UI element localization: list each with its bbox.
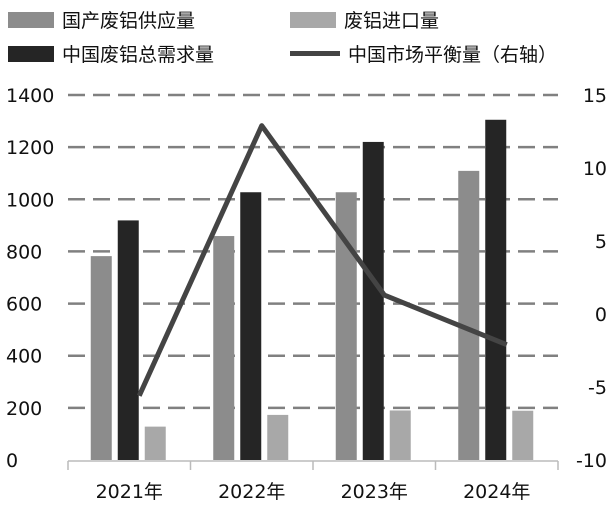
legend-label: 废铝进口量 <box>344 10 440 32</box>
bar-imports <box>512 410 534 460</box>
legend-label: 国产废铝供应量 <box>62 10 196 32</box>
bar-total-demand <box>485 119 507 461</box>
legend-item-imports: 废铝进口量 <box>290 6 439 33</box>
right-tick-label: -10 <box>576 450 607 472</box>
bar-domestic-supply <box>335 192 357 460</box>
legend-label: 中国市场平衡量（右轴） <box>348 44 558 66</box>
legend-item-market-balance: 中国市场平衡量（右轴） <box>290 40 557 67</box>
right-tick-label: -5 <box>588 377 607 399</box>
left-tick-label: 0 <box>6 450 18 472</box>
legend-item-total-demand: 中国废铝总需求量 <box>8 40 214 67</box>
legend-label: 中国废铝总需求量 <box>62 44 215 66</box>
left-tick-label: 800 <box>6 241 42 263</box>
x-tick-label: 2021年 <box>96 481 163 503</box>
legend-swatch <box>8 11 54 28</box>
bar-total-demand <box>362 141 384 460</box>
legend-item-domestic-supply: 国产废铝供应量 <box>8 6 195 33</box>
x-tick-label: 2024年 <box>463 481 530 503</box>
legend-line <box>290 51 340 56</box>
left-tick-label: 1200 <box>6 137 54 159</box>
bar-imports <box>144 426 166 460</box>
right-tick-label: 0 <box>595 304 607 326</box>
legend-swatch <box>8 45 54 62</box>
left-tick-label: 1400 <box>6 85 54 107</box>
left-tick-label: 600 <box>6 294 42 316</box>
right-tick-label: 15 <box>583 85 607 107</box>
market-balance-line <box>136 123 508 397</box>
bar-total-demand <box>117 220 139 460</box>
legend-swatch <box>290 11 336 28</box>
x-tick-label: 2023年 <box>341 481 408 503</box>
bar-domestic-supply <box>213 236 235 460</box>
right-tick-label: 5 <box>595 231 607 253</box>
right-tick-label: 10 <box>583 158 607 180</box>
bar-total-demand <box>240 192 262 460</box>
x-tick-label: 2022年 <box>218 481 285 503</box>
left-tick-label: 1000 <box>6 189 54 211</box>
bar-imports <box>389 410 411 460</box>
left-tick-label: 200 <box>6 398 42 420</box>
left-tick-label: 400 <box>6 346 42 368</box>
bar-domestic-supply <box>90 256 112 460</box>
bar-imports <box>267 414 289 460</box>
bar-domestic-supply <box>458 170 480 460</box>
